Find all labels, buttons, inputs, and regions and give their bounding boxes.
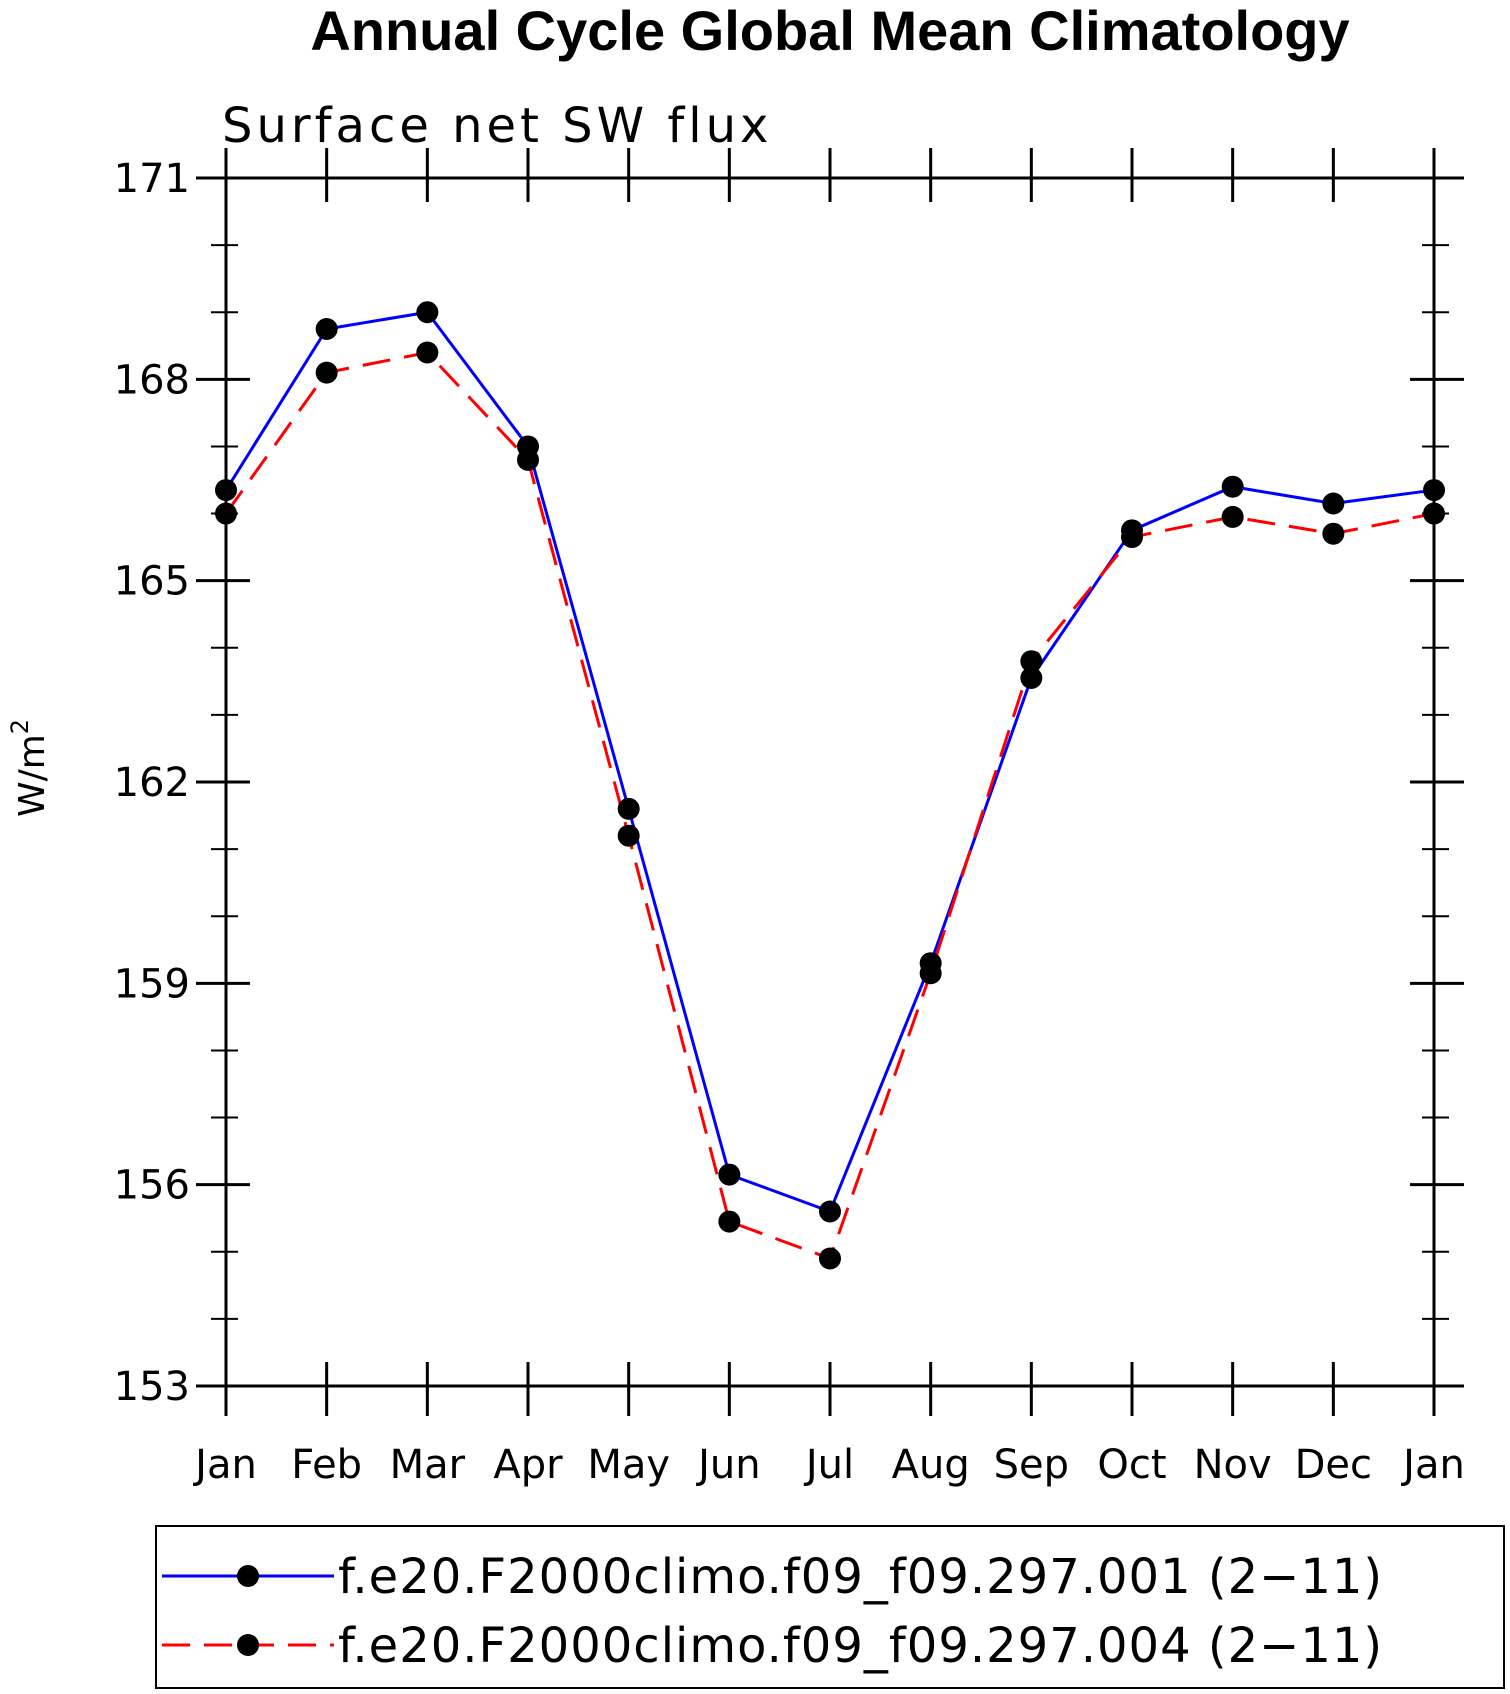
data-point-series-2 (617, 824, 640, 847)
data-point-series-2 (215, 502, 237, 525)
data-point-series-1 (1423, 479, 1445, 502)
data-point-series-1 (215, 479, 237, 502)
x-tick-label: Aug (892, 1442, 970, 1488)
series-line-2 (224, 350, 1435, 1261)
data-point-series-2 (718, 1210, 741, 1233)
x-tick-label: Jul (803, 1442, 854, 1488)
x-tick-label: Apr (493, 1442, 563, 1488)
x-tick-label: Jun (695, 1442, 761, 1488)
series-lines (224, 310, 1435, 1261)
x-tick-label: Jan (1400, 1442, 1465, 1488)
data-point-series-2 (1221, 505, 1244, 528)
x-tick-label: May (587, 1442, 670, 1488)
y-tick-label: 171 (114, 156, 190, 202)
y-tick-label: 165 (114, 559, 190, 605)
chart-subtitle: Surface net SW flux (222, 98, 772, 154)
data-point-series-2 (819, 1247, 841, 1270)
legend-box (155, 1525, 1505, 1689)
x-tick-label: Mar (390, 1442, 466, 1488)
data-point-series-2 (517, 448, 539, 471)
data-point-series-1 (819, 1200, 841, 1223)
x-tick-label: Feb (291, 1442, 362, 1488)
data-point-series-2 (919, 962, 942, 985)
data-point-series-2 (1423, 502, 1445, 525)
y-tick-label: 156 (114, 1163, 190, 1209)
y-axis-label-text: W/m (12, 734, 53, 817)
data-point-series-1 (315, 318, 338, 340)
data-point-series-1 (617, 797, 640, 820)
axis-ticks (196, 148, 1464, 1416)
svg-text:W/m2: W/m2 (6, 719, 53, 817)
x-tick-label: Sep (994, 1442, 1069, 1488)
x-tick-label: Jan (192, 1442, 257, 1488)
y-axis-label-superscript: 2 (6, 719, 34, 734)
data-point-series-1 (1020, 666, 1043, 689)
x-tick-labels: Jan Feb Mar Apr May Jun Jul Aug Sep Oct Nov Dec Jan (192, 1442, 1465, 1488)
series-line-1 (224, 310, 1435, 1214)
legend: f.e20.F2000climo.f09_f09.297.001 (2−11) … (155, 1525, 1505, 1689)
data-point-series-2 (416, 341, 439, 364)
data-point-series-1 (1221, 475, 1244, 498)
y-tick-label: 153 (114, 1364, 190, 1410)
data-point-series-1 (718, 1163, 741, 1186)
legend-label-series-1: f.e20.F2000climo.f09_f09.297.001 (2−11) (338, 1549, 1383, 1605)
chart-title: Annual Cycle Global Mean Climatology (310, 0, 1349, 62)
data-point-series-1 (1322, 492, 1345, 515)
series-markers (215, 301, 1445, 1270)
x-tick-label: Nov (1194, 1442, 1272, 1488)
legend-marker-series-2 (237, 1634, 259, 1656)
legend-label-series-2: f.e20.F2000climo.f09_f09.297.004 (2−11) (338, 1618, 1383, 1674)
y-tick-label: 168 (114, 357, 190, 403)
data-point-series-2 (1020, 650, 1043, 673)
x-tick-label: Dec (1295, 1442, 1372, 1488)
y-axis-label: W/m2 (6, 719, 53, 817)
legend-marker-series-1 (237, 1565, 259, 1587)
data-point-series-1 (416, 301, 439, 324)
data-point-series-2 (1322, 522, 1345, 545)
y-tick-labels: 153 156 159 162 165 168 171 (114, 156, 190, 1410)
y-tick-label: 159 (114, 961, 190, 1007)
data-point-series-2 (315, 361, 338, 384)
x-tick-label: Oct (1097, 1442, 1166, 1488)
y-tick-label: 162 (114, 760, 190, 806)
data-point-series-2 (1121, 526, 1143, 549)
